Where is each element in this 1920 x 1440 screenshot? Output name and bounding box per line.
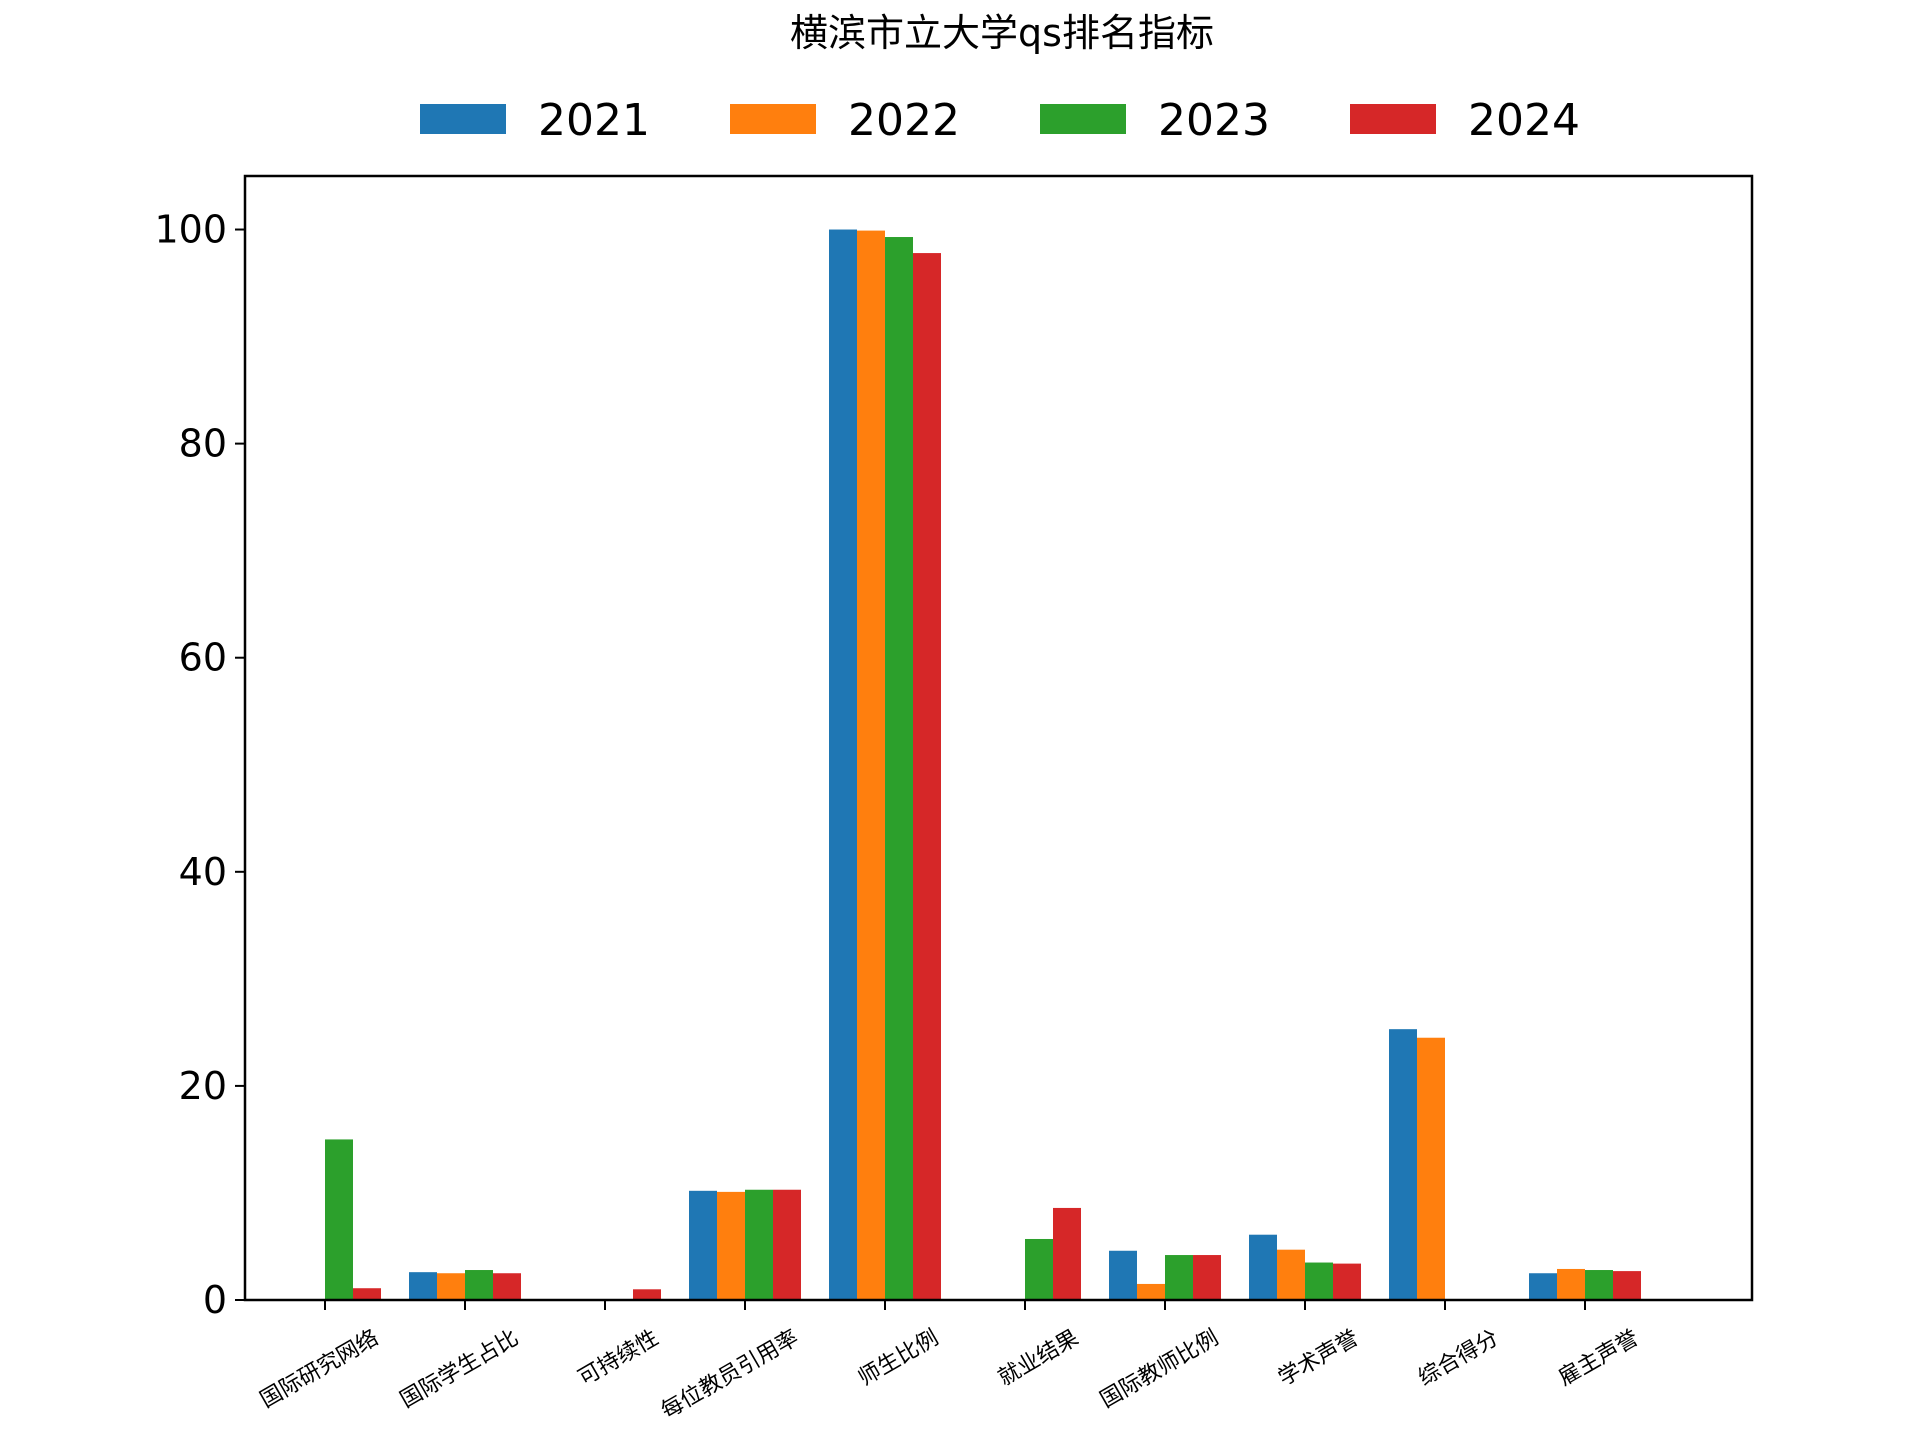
y-tick-label-2: 40 xyxy=(179,850,227,894)
bar-2022-8 xyxy=(1417,1037,1445,1300)
bar-2024-5 xyxy=(1053,1207,1081,1300)
legend-label-2021: 2021 xyxy=(538,95,650,146)
x-tick-label-4: 师生比例 xyxy=(854,1326,943,1392)
bar-2023-9 xyxy=(1585,1270,1613,1300)
bar-2024-3 xyxy=(773,1189,801,1300)
bar-2024-2 xyxy=(633,1289,661,1300)
legend-swatch-2022 xyxy=(730,104,816,134)
legend-label-2022: 2022 xyxy=(848,95,960,146)
bar-2022-7 xyxy=(1277,1249,1305,1300)
bar-2023-7 xyxy=(1305,1262,1333,1300)
bar-2022-6 xyxy=(1137,1283,1165,1300)
bar-2022-4 xyxy=(857,230,885,1301)
bar-2022-9 xyxy=(1557,1268,1585,1300)
y-tick-label-0: 0 xyxy=(203,1278,227,1322)
bar-2023-3 xyxy=(745,1189,773,1300)
legend-swatch-2023 xyxy=(1040,104,1126,134)
bar-2024-6 xyxy=(1193,1255,1221,1300)
bar-2021-4 xyxy=(829,229,857,1300)
bar-2021-7 xyxy=(1249,1234,1277,1300)
x-tick-label-1: 国际学生占比 xyxy=(396,1326,523,1414)
x-tick-label-7: 学术声誉 xyxy=(1274,1326,1363,1392)
legend: 2021 2022 2023 2024 xyxy=(420,95,1580,146)
x-tick-label-3: 每位教员引用率 xyxy=(657,1326,803,1425)
bar-2024-1 xyxy=(493,1273,521,1300)
x-tick-label-0: 国际研究网络 xyxy=(256,1326,383,1414)
bar-2021-9 xyxy=(1529,1273,1557,1300)
bars xyxy=(325,229,1641,1301)
x-tick-label-2: 可持续性 xyxy=(574,1326,663,1392)
x-tick-label-9: 雇主声誉 xyxy=(1554,1326,1643,1392)
bar-2021-6 xyxy=(1109,1250,1137,1300)
x-tick-label-8: 综合得分 xyxy=(1414,1326,1503,1392)
y-axis: 0 20 40 60 80 100 xyxy=(154,208,245,1322)
legend-swatch-2021 xyxy=(420,104,506,134)
bar-2021-3 xyxy=(689,1190,717,1300)
legend-label-2023: 2023 xyxy=(1158,95,1270,146)
bar-2024-4 xyxy=(913,253,941,1301)
legend-swatch-2024 xyxy=(1350,104,1436,134)
bar-2021-8 xyxy=(1389,1029,1417,1300)
y-tick-label-1: 20 xyxy=(179,1064,227,1108)
bar-2023-1 xyxy=(465,1270,493,1300)
bar-2024-9 xyxy=(1613,1271,1641,1300)
y-tick-label-5: 100 xyxy=(154,208,227,252)
bar-2023-4 xyxy=(885,237,913,1301)
plot-frame xyxy=(243,174,1754,1302)
bar-2023-6 xyxy=(1165,1255,1193,1300)
bar-2024-0 xyxy=(353,1288,381,1300)
bar-2021-1 xyxy=(409,1272,437,1300)
bar-2024-7 xyxy=(1333,1263,1361,1300)
x-tick-label-5: 就业结果 xyxy=(994,1326,1083,1392)
x-tick-label-6: 国际教师比例 xyxy=(1096,1326,1223,1414)
bar-2022-3 xyxy=(717,1191,745,1300)
bar-2023-5 xyxy=(1025,1238,1053,1300)
y-tick-label-4: 80 xyxy=(179,422,227,466)
bar-2022-1 xyxy=(437,1273,465,1300)
chart-title: 横滨市立大学qs排名指标 xyxy=(790,11,1214,55)
y-tick-label-3: 60 xyxy=(179,636,227,680)
bar-2023-0 xyxy=(325,1139,353,1300)
legend-label-2024: 2024 xyxy=(1468,95,1580,146)
